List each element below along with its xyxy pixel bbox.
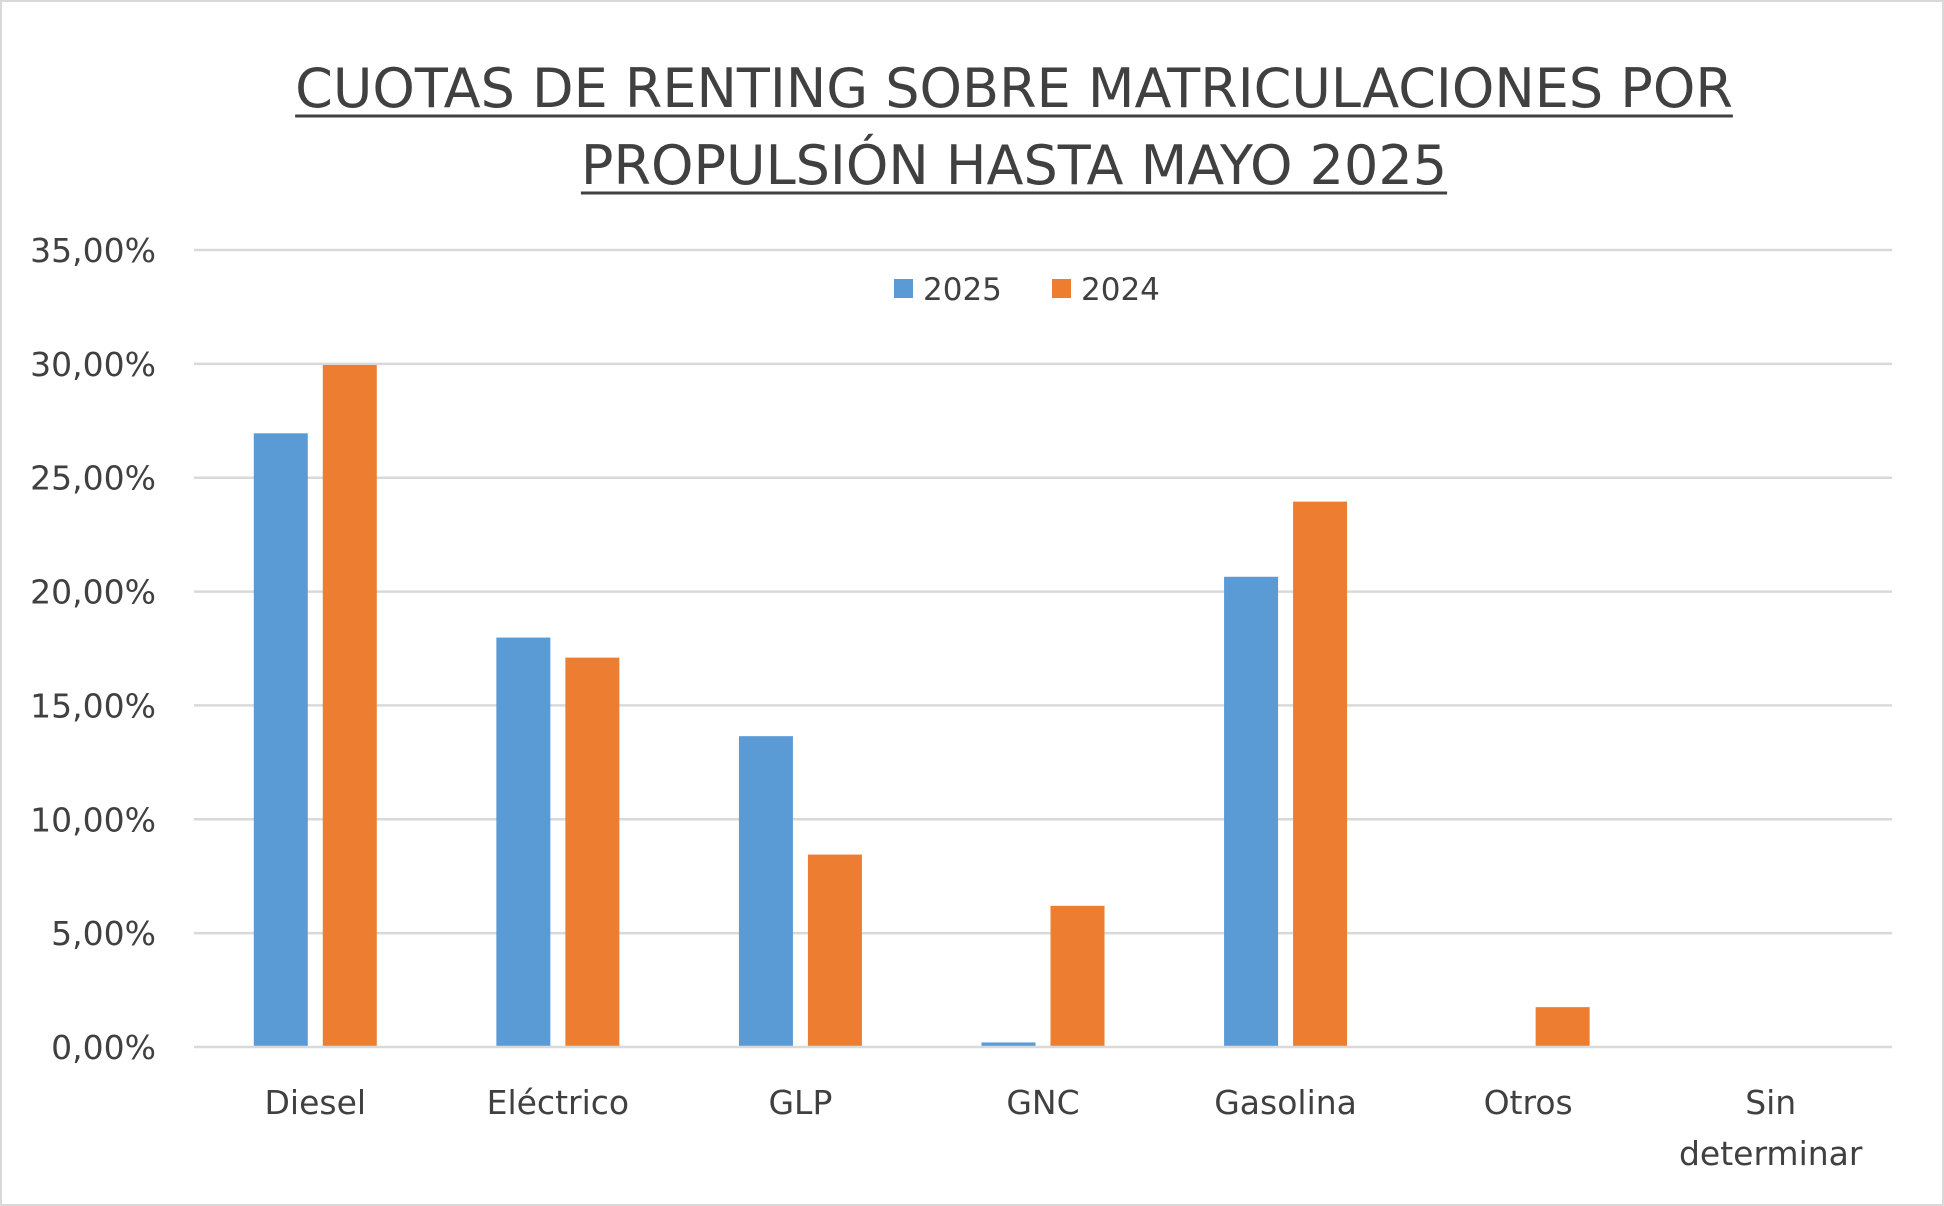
- bar-2025-gasolina: [1224, 576, 1279, 1047]
- category-label: Diesel: [265, 1083, 367, 1122]
- bar-2024-otros: [1535, 1007, 1590, 1047]
- legend-swatch-2024: [1052, 279, 1071, 298]
- bar-2024-diesel: [322, 364, 377, 1047]
- bar-2024-glp: [807, 854, 862, 1047]
- y-tick-label: 0,00%: [51, 1028, 156, 1067]
- y-tick-label: 30,00%: [30, 345, 156, 384]
- bars: [253, 364, 1590, 1048]
- category-labels: Diesel Eléctrico GLP GNC Gasolina Otros Sin det…: [265, 1083, 1863, 1173]
- legend: 2025 2024: [894, 272, 1160, 308]
- bar-2025-diesel: [253, 433, 308, 1047]
- category-label: Sin: [1745, 1083, 1796, 1122]
- y-tick-label: 15,00%: [30, 686, 156, 725]
- legend-swatch-2025: [894, 279, 913, 298]
- bar-2024-eléctrico: [565, 657, 620, 1047]
- bar-2025-glp: [738, 736, 793, 1047]
- category-label: Otros: [1484, 1083, 1573, 1122]
- category-label: GNC: [1006, 1083, 1079, 1122]
- y-tick-label: 20,00%: [30, 573, 156, 612]
- chart-title-line-2: PROPULSIÓN HASTA MAYO 2025: [581, 134, 1447, 197]
- y-tick-label: 35,00%: [30, 231, 156, 270]
- y-tick-label: 5,00%: [51, 914, 156, 953]
- category-label: Gasolina: [1214, 1083, 1357, 1122]
- bar-2024-gasolina: [1293, 501, 1348, 1048]
- chart-title: CUOTAS DE RENTING SOBRE MATRICULACIONES …: [295, 57, 1733, 197]
- y-tick-label: 10,00%: [30, 800, 156, 839]
- y-axis-tick-labels: 0,00% 5,00% 10,00% 15,00% 20,00% 25,00% 30,00%…: [30, 231, 156, 1067]
- bar-2025-eléctrico: [496, 637, 551, 1047]
- gridlines: [194, 248, 1892, 935]
- category-label: determinar: [1679, 1134, 1863, 1173]
- y-tick-label: 25,00%: [30, 459, 156, 498]
- legend-label-2025: 2025: [923, 272, 1002, 308]
- chart-title-line-1: CUOTAS DE RENTING SOBRE MATRICULACIONES …: [295, 57, 1733, 120]
- legend-label-2024: 2024: [1081, 272, 1160, 308]
- category-label: Eléctrico: [487, 1083, 629, 1122]
- category-label: GLP: [768, 1083, 832, 1122]
- bar-2025-gnc: [981, 1042, 1036, 1047]
- bar-2024-gnc: [1050, 905, 1105, 1047]
